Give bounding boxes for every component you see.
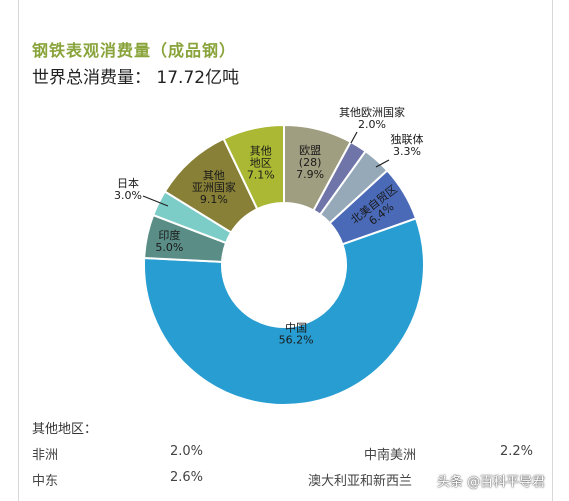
slice-label-5: 印度 5.0%	[155, 228, 183, 254]
other-region-value-mideast: 2.6%	[170, 470, 204, 485]
slice-label-line-5-1: 5.0%	[155, 241, 183, 254]
slice-label-line-1-0: 其他欧洲国家	[339, 105, 405, 119]
frame-left-line	[18, 0, 19, 501]
other-region-name-mideast: 中东	[32, 474, 59, 489]
slice-label-6: 日本 3.0%	[114, 176, 142, 202]
chart-title: 钢铁表观消费量（成品钢）	[32, 41, 237, 60]
other-regions-heading: 其他地区：	[32, 422, 98, 437]
slice-label-line-8-0: 其他	[250, 145, 272, 158]
slice-label-line-5-0: 印度	[158, 228, 180, 242]
slice-label-line-4-1: 56.2%	[279, 334, 314, 347]
slice-label-line-8-1: 地区	[250, 157, 272, 170]
slice-label-0: 欧盟(28) 7.9%	[296, 144, 324, 181]
watermark: 头条 @百科平导君	[437, 475, 546, 490]
slice-label-line-7-2: 9.1%	[200, 193, 228, 206]
other-region-value-africa: 2.0%	[170, 444, 204, 459]
slice-label-line-7-1: 亚洲国家	[192, 180, 236, 194]
slice-label-line-1-1: 2.0%	[358, 118, 386, 131]
other-region-name-latam: 中南美洲	[364, 448, 417, 463]
slice-label-line-4-0: 中国	[285, 322, 307, 335]
slice-label-line-0-1: (28)	[299, 156, 322, 169]
leader-line-6	[142, 195, 169, 207]
other-region-name-africa: 非洲	[32, 448, 59, 463]
slice-label-line-2-0: 独联体	[391, 132, 424, 146]
slice-label-4: 中国 56.2%	[279, 322, 314, 347]
frame-right-line	[552, 0, 553, 501]
slice-label-7: 其他亚洲国家 9.1%	[192, 169, 236, 206]
slice-label-line-6-1: 3.0%	[114, 189, 142, 202]
slice-label-line-2-1: 3.3%	[393, 145, 421, 158]
slice-label-8: 其他地区 7.1%	[247, 145, 275, 182]
slice-label-line-0-0: 欧盟	[299, 144, 321, 157]
slice-label-line-8-2: 7.1%	[247, 169, 275, 182]
leader-line-2	[375, 159, 390, 168]
other-region-name-anz: 澳大利亚和新西兰	[308, 474, 413, 489]
slice-label-line-0-2: 7.9%	[296, 168, 324, 181]
slice-4	[143, 217, 425, 406]
slice-label-line-6-0: 日本	[117, 176, 139, 190]
slice-label-2: 独联体 3.3%	[391, 132, 424, 158]
slice-8	[222, 123, 285, 211]
slice-label-1: 其他欧洲国家 2.0%	[339, 105, 405, 131]
leader-line-1	[350, 131, 358, 144]
slice-label-line-7-0: 其他	[203, 169, 225, 182]
other-region-value-latam: 2.2%	[500, 444, 534, 459]
chart-subtitle: 世界总消费量： 17.72亿吨	[32, 68, 240, 88]
